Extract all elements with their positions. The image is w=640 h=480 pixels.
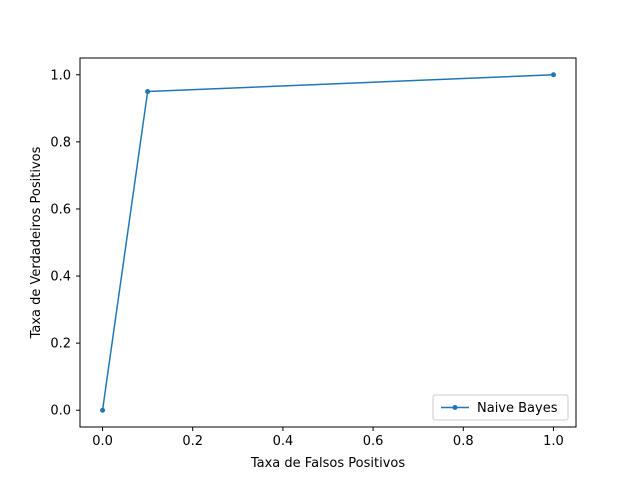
y-tick-label: 0.8: [50, 135, 71, 150]
y-tick-label: 0.0: [50, 404, 71, 419]
series-layer: [100, 72, 556, 413]
plot-area-background: [80, 58, 576, 427]
legend-marker-naive-bayes: [452, 405, 458, 410]
y-tick-label: 1.0: [50, 68, 71, 83]
x-axis-label: Taxa de Falsos Positivos: [250, 456, 405, 471]
y-tick-label: 0.2: [50, 337, 71, 352]
y-tick-label: 0.6: [50, 202, 71, 217]
x-tick-label: 1.0: [543, 434, 564, 449]
y-axis-ticks: 0.0 0.2 0.4 0.6 0.8 1.0: [50, 68, 80, 419]
legend-label-naive-bayes: Naive Bayes: [477, 401, 558, 416]
y-tick-label: 0.4: [50, 270, 71, 285]
legend: Naive Bayes: [432, 394, 569, 421]
data-point-naive-bayes: [100, 407, 106, 413]
x-tick-label: 0.2: [182, 434, 203, 449]
data-point-naive-bayes: [550, 72, 556, 78]
y-axis-label: Taxa de Verdadeiros Positivos: [29, 146, 44, 339]
x-tick-label: 0.0: [92, 434, 113, 449]
x-axis-ticks: 0.0 0.2 0.4 0.6 0.8 1.0: [92, 427, 564, 449]
data-point-naive-bayes: [145, 89, 151, 95]
plot-frame: [79, 57, 577, 428]
x-tick-label: 0.8: [453, 434, 474, 449]
x-tick-label: 0.6: [363, 434, 384, 449]
x-tick-label: 0.4: [273, 434, 294, 449]
legend-frame: [432, 394, 569, 421]
